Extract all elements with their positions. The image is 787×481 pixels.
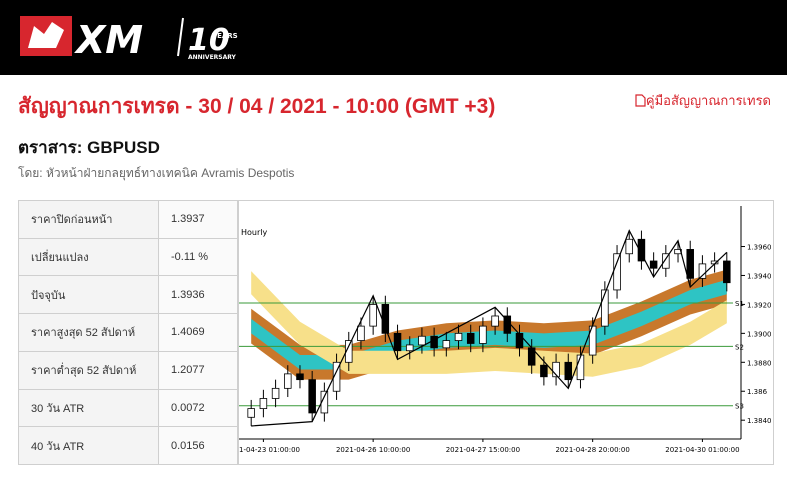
candle-body (552, 361, 560, 378)
y-tick-label: 1.3840 (747, 417, 772, 425)
candle-body (418, 335, 426, 346)
candle-body (357, 325, 365, 341)
candle-body (576, 354, 585, 381)
candle-body (564, 361, 573, 381)
guide-link-text[interactable]: คู่มือสัญญาณการเทรด (645, 93, 771, 108)
candle-body (442, 340, 451, 349)
candle-body (491, 315, 499, 327)
logo-badge: 10 (188, 23, 230, 58)
logo-divider (177, 17, 184, 57)
band (251, 271, 727, 377)
candle-body (649, 260, 658, 269)
row-label: ราคาต่ำสุด 52 สัปดาห์ (18, 350, 159, 390)
support-label: S2 (735, 343, 744, 351)
table-row: 30 วัน ATR 0.0072 (18, 388, 238, 428)
page-title: สัญญาณการเทรด - 30 / 04 / 2021 - 10:00 (… (18, 95, 496, 118)
stats-body: ราคาปิดก่อนหน้า 1.3937 เปลี่ยนแปลง -0.11 % ป… (18, 200, 238, 465)
candle-body (723, 260, 731, 284)
candle-body (393, 332, 402, 352)
table-row: ราคาปิดก่อนหน้า 1.3937 (18, 200, 238, 239)
candle-body (345, 340, 353, 363)
row-label: 40 วัน ATR (18, 426, 159, 465)
candle-body (284, 373, 292, 389)
x-tick-label: 2021-04-26 10:00:00 (336, 446, 410, 454)
logo[interactable]: XM 10 YEARS ANNIVERSARY (0, 0, 260, 75)
candle-body (308, 379, 316, 414)
row-value: 1.4069 (158, 313, 238, 352)
x-tick-label: 2021-04-30 01:00:00 (665, 446, 739, 454)
candle-body (515, 332, 524, 349)
zigzag-line (251, 229, 728, 427)
support-label: S3 (735, 403, 744, 411)
logo-badge-top: YEARS (211, 32, 238, 40)
table-row: ปัจจุบัน 1.3936 (18, 275, 238, 315)
row-value: -0.11 % (158, 237, 238, 277)
y-tick-label: 1.3880 (747, 359, 772, 367)
row-value: 0.0072 (158, 388, 238, 428)
candle-body (698, 263, 707, 279)
band (251, 279, 727, 370)
table-row: เปลี่ยนแปลง -0.11 % (18, 237, 238, 277)
header: XM 10 YEARS ANNIVERSARY (0, 0, 787, 75)
candle-body (466, 332, 475, 344)
candle-body (454, 332, 463, 341)
row-value: 1.3937 (158, 200, 238, 239)
candle-body (540, 364, 548, 378)
logo-icon-shape (28, 22, 64, 48)
candle-body (601, 289, 609, 327)
row-value: 1.3936 (158, 275, 238, 315)
pdf-icon (635, 94, 646, 107)
row-label: ปัจจุบัน (18, 275, 159, 315)
guide-link[interactable]: คู่มือสัญญาณการเทรด (635, 90, 771, 111)
candle-body (369, 304, 377, 327)
x-tick-label: 2021-04-28 20:00:00 (555, 446, 629, 454)
chart: Hourly S1 S2 S31.3840 1.386 1.3880 1.3900 1.392… (238, 200, 774, 465)
table-row: ราคาสูงสุด 52 สัปดาห์ 1.4069 (18, 313, 238, 352)
y-tick-label: 1.386 (747, 388, 768, 396)
table-row: ราคาต่ำสุด 52 สัปดาห์ 1.2077 (18, 350, 238, 390)
candle-body (271, 387, 280, 399)
row-label: ราคาสูงสุด 52 สัปดาห์ (18, 313, 159, 352)
support-label: S1 (735, 300, 744, 308)
instrument: ตราสาร: GBPUSD (18, 138, 160, 157)
row-label: 30 วัน ATR (18, 388, 159, 428)
candle-body (613, 253, 621, 291)
table-row: 40 วัน ATR 0.0156 (18, 426, 238, 465)
row-label: ราคาปิดก่อนหน้า (18, 200, 159, 239)
x-tick-label: 1-04-23 01:00:00 (239, 446, 300, 454)
y-tick-label: 1.3900 (747, 330, 772, 338)
candle-body (637, 238, 646, 262)
row-value: 0.0156 (158, 426, 238, 465)
chart-title: Hourly (241, 228, 267, 237)
candle-body (662, 253, 670, 269)
candle-body (247, 408, 255, 418)
candle-body (405, 344, 414, 352)
candle-body (332, 361, 341, 392)
logo-badge-bottom: ANNIVERSARY (188, 54, 237, 61)
author: โดย: หัวหน้าฝ่ายกลยุทธ์ทางเทคนิค Avramis… (18, 166, 295, 180)
stats-table: ราคาปิดก่อนหน้า 1.3937 เปลี่ยนแปลง -0.11 % ป… (18, 200, 238, 465)
candle-body (686, 249, 694, 279)
y-tick-label: 1.3920 (747, 301, 772, 309)
candle-body (259, 398, 268, 410)
candle-body (625, 238, 633, 255)
candle-body (479, 325, 487, 344)
row-label: เปลี่ยนแปลง (18, 237, 159, 277)
y-tick-label: 1.3960 (747, 244, 772, 252)
row-value: 1.2077 (158, 350, 238, 390)
x-tick-label: 2021-04-27 15:00:00 (446, 446, 520, 454)
y-tick-label: 1.3940 (747, 272, 772, 280)
logo-text: XM (74, 18, 143, 62)
candle-body (296, 373, 304, 381)
